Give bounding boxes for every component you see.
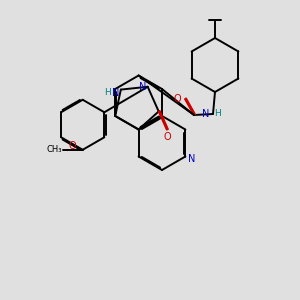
Text: H: H xyxy=(104,88,111,97)
Text: N: N xyxy=(202,109,210,119)
Text: N: N xyxy=(188,154,195,164)
Text: N: N xyxy=(139,82,146,92)
Text: O: O xyxy=(173,94,181,104)
Text: CH₃: CH₃ xyxy=(47,145,62,154)
Text: H: H xyxy=(214,110,221,118)
Text: N: N xyxy=(112,88,119,98)
Text: O: O xyxy=(163,132,171,142)
Text: O: O xyxy=(69,141,76,151)
